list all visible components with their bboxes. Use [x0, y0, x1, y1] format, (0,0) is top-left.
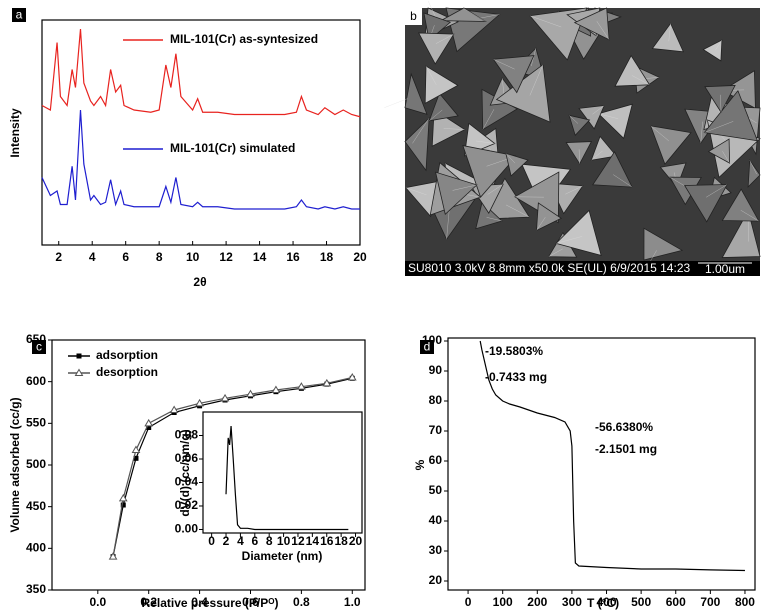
x-tick-label: 4: [89, 250, 96, 264]
x-tick-label: 0.0: [89, 595, 106, 609]
y-tick-label: 70: [429, 423, 443, 437]
x-tick-label: 4: [237, 534, 244, 548]
annotation: -0.7433 mg: [485, 370, 547, 384]
x-tick-label: 800: [735, 595, 755, 609]
y-tick-label: 50: [429, 483, 443, 497]
figure: 2468101214161820Intensity2θaMIL-101(Cr) …: [0, 0, 765, 610]
x-tick-label: 20: [353, 250, 367, 264]
annotation: -19.5803%: [485, 344, 543, 358]
x-tick-label: 12: [291, 534, 305, 548]
x-tick-label: 0.8: [293, 595, 310, 609]
x-tick-label: 12: [219, 250, 233, 264]
x-tick-label: 14: [253, 250, 267, 264]
y-tick-label: 350: [26, 582, 46, 596]
y-tick-label: 20: [429, 573, 443, 587]
marker: [77, 354, 82, 359]
crystal-edge: [384, 99, 407, 108]
y-tick-label: 90: [429, 363, 443, 377]
panel-label: d: [424, 340, 431, 354]
legend-label: MIL-101(Cr) as-syntesized: [170, 32, 318, 46]
x-tick-label: 200: [527, 595, 547, 609]
x-tick-label: 20: [349, 534, 363, 548]
panel-label: b: [410, 9, 417, 23]
x-tick-label: 100: [493, 595, 513, 609]
y-tick-label: 80: [429, 393, 443, 407]
x-axis-label: Diameter (nm): [242, 549, 323, 563]
y-tick-label: 500: [26, 457, 46, 471]
x-tick-label: 16: [320, 534, 334, 548]
x-tick-label: 2: [55, 250, 62, 264]
x-tick-label: 1.0: [344, 595, 361, 609]
y-tick-label: 30: [429, 543, 443, 557]
y-tick-label: 400: [26, 541, 46, 555]
x-tick-label: 700: [700, 595, 720, 609]
x-tick-label: 18: [334, 534, 348, 548]
y-tick-label: 40: [429, 513, 443, 527]
caption: SU8010 3.0kV 8.8mm x50.0k SE(UL) 6/9/201…: [408, 261, 690, 275]
x-tick-label: 0: [208, 534, 215, 548]
y-tick-label: 450: [26, 499, 46, 513]
legend-label: desorption: [96, 365, 158, 379]
x-tick-label: 300: [562, 595, 582, 609]
x-tick-label: 8: [156, 250, 163, 264]
x-tick-label: 6: [122, 250, 129, 264]
x-tick-label: 14: [306, 534, 320, 548]
x-axis-label: T (°C): [587, 596, 619, 610]
x-tick-label: 600: [666, 595, 686, 609]
y-axis-label: dV(d) (cc/nm/g): [178, 429, 192, 516]
axes-frame: [42, 20, 360, 245]
y-tick-label: 0.00: [175, 522, 199, 536]
legend-label: adsorption: [96, 348, 158, 362]
panel-label: a: [16, 8, 23, 22]
x-tick-label: 500: [631, 595, 651, 609]
x-tick-label: 6: [251, 534, 258, 548]
x-tick-label: 2: [223, 534, 230, 548]
x-tick-label: 10: [186, 250, 200, 264]
y-axis-label: %: [413, 459, 427, 470]
y-tick-label: 600: [26, 374, 46, 388]
x-tick-label: 10: [277, 534, 291, 548]
x-tick-label: 8: [266, 534, 273, 548]
legend-label: MIL-101(Cr) simulated: [170, 141, 295, 155]
y-axis-label: Intensity: [8, 108, 22, 158]
annotation: -2.1501 mg: [595, 442, 657, 456]
x-tick-label: 0: [465, 595, 472, 609]
y-tick-label: 60: [429, 453, 443, 467]
x-tick-label: 18: [320, 250, 334, 264]
y-tick-label: 550: [26, 416, 46, 430]
annotation: -56.6380%: [595, 420, 653, 434]
x-axis-label: Relative pressure (P/Pᴼ): [142, 596, 279, 610]
y-axis-label: Volume adsorbed (cc/g): [8, 397, 22, 532]
panel-label: c: [36, 340, 42, 354]
x-axis-label: 2θ: [193, 275, 206, 289]
x-tick-label: 16: [286, 250, 300, 264]
scale-label: 1.00um: [705, 262, 745, 276]
